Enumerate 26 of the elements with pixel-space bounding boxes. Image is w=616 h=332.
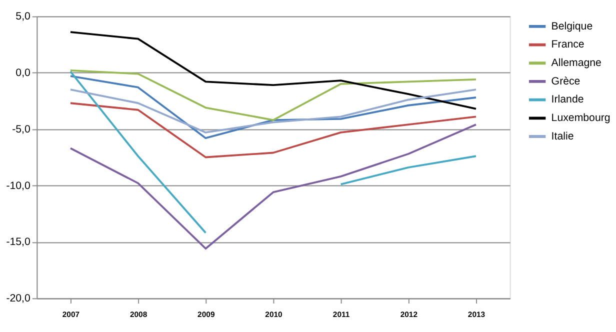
x-tick-label: 2010 (265, 310, 282, 320)
legend-label: Irlande (551, 94, 584, 106)
legend-label: France (551, 38, 584, 51)
line-series (70, 69, 477, 122)
line-series (70, 75, 477, 140)
y-tick-label: 0,0 (16, 67, 31, 80)
line-series (70, 88, 477, 134)
x-tick-label: 2012 (400, 310, 418, 320)
x-tick-label: 2013 (468, 310, 486, 320)
y-tick-label: 5,0 (16, 10, 31, 23)
line-series (70, 31, 477, 110)
y-tick-label: -15,0 (6, 236, 31, 248)
legend-label: Luxembourg (551, 112, 610, 124)
line-series (70, 102, 477, 158)
y-tick-label: -5,0 (12, 123, 30, 136)
y-tick-label: -10,0 (6, 180, 31, 192)
legend-label: Grèce (551, 75, 580, 88)
line-series (70, 124, 477, 250)
legend-label: Allemagne (551, 57, 602, 70)
legend-label: Italie (551, 130, 574, 142)
y-tick-label: -20,0 (6, 292, 31, 305)
legend-label: Belgique (551, 20, 593, 32)
x-tick-label: 2009 (198, 310, 215, 320)
x-tick-label: 2007 (62, 310, 80, 320)
x-tick-label: 2011 (332, 310, 350, 320)
x-tick-label: 2008 (130, 310, 148, 320)
